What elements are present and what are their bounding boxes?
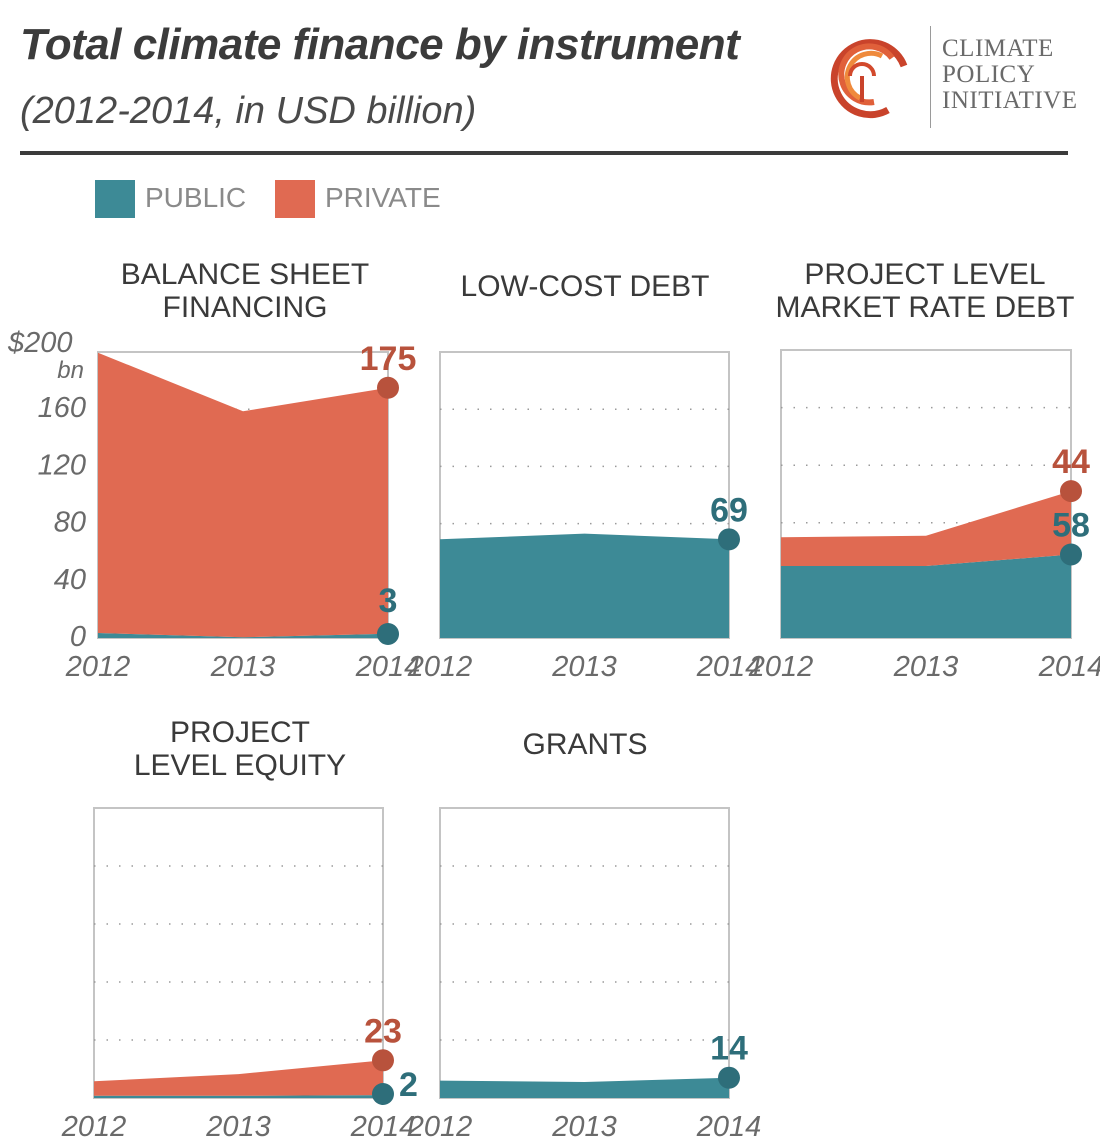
x-tick-label: 2014	[355, 651, 421, 683]
end-marker-private	[1060, 480, 1082, 503]
end-label-private: 175	[360, 340, 417, 378]
end-label-private: 23	[364, 1012, 402, 1050]
end-label-public: 2	[399, 1066, 418, 1104]
chart-title: Total climate finance by instrument	[20, 20, 740, 69]
panel-title-low-cost-debt: LOW-COST DEBT	[440, 270, 730, 303]
x-tick-label: 2013	[205, 1111, 271, 1143]
area-private	[781, 491, 1071, 566]
y-tick-label: 160	[38, 392, 86, 424]
end-label-public: 3	[379, 582, 398, 620]
area-public	[440, 533, 729, 638]
area-public	[440, 1077, 729, 1098]
y-tick-label: 120	[38, 449, 86, 481]
logo-line-2: POLICY	[942, 61, 1036, 88]
end-marker-public	[372, 1083, 394, 1105]
panel-title-line: FINANCING	[162, 291, 328, 324]
panel-title-balance-sheet: BALANCE SHEET FINANCING	[110, 258, 380, 324]
panel-title-line: PROJECT LEVEL	[804, 258, 1046, 291]
y-tick-label: 40	[54, 564, 86, 596]
x-tick-label: 2012	[407, 1111, 473, 1143]
cpi-logo-icon	[830, 39, 908, 119]
area-public	[94, 1095, 383, 1098]
panel-frame	[93, 807, 384, 1099]
logo-divider	[930, 26, 931, 128]
x-tick-label: 2012	[61, 1111, 127, 1143]
end-marker-public	[377, 623, 399, 645]
end-marker-private	[377, 376, 399, 399]
logo-text: CLIMATE POLICY INITIATIVE	[942, 36, 1078, 114]
legend-label-private: PRIVATE	[325, 182, 441, 213]
panel-title-line: LEVEL EQUITY	[133, 749, 347, 782]
panel-title-equity: PROJECT LEVEL EQUITY	[100, 716, 380, 782]
panel-frame	[439, 807, 730, 1099]
legend-label-public: PUBLIC	[145, 182, 247, 213]
legend-swatch-public	[95, 180, 135, 218]
x-tick-label: 2013	[551, 651, 617, 683]
end-label-private: 44	[1052, 443, 1090, 481]
area-public	[781, 554, 1071, 638]
x-tick-label: 2014	[696, 651, 762, 683]
area-private	[94, 1060, 383, 1096]
end-marker-public	[718, 528, 740, 551]
y-tick-label: 80	[54, 507, 86, 539]
y-tick-label-max: $200	[7, 327, 73, 359]
end-label-public: 58	[1052, 506, 1090, 544]
x-tick-label: 2012	[65, 651, 131, 683]
panel-title-market-rate-debt: PROJECT LEVEL MARKET RATE DEBT	[770, 258, 1080, 324]
logo-line-3: INITIATIVE	[942, 87, 1078, 114]
legend-swatch-private	[275, 180, 315, 218]
panel-title-line: BALANCE SHEET	[120, 258, 370, 291]
end-marker-public	[1060, 543, 1082, 566]
panel-title-line: PROJECT	[169, 716, 310, 749]
x-tick-label: 2013	[893, 651, 959, 683]
end-label-public: 14	[710, 1030, 748, 1068]
end-marker-private	[372, 1049, 394, 1072]
x-tick-label: 2014	[696, 1111, 762, 1143]
end-label-public: 69	[710, 491, 748, 529]
x-tick-label: 2012	[407, 651, 473, 683]
panel-title-line: GRANTS	[522, 728, 648, 761]
panel-title-grants: GRANTS	[440, 728, 730, 761]
x-tick-label: 2013	[210, 651, 276, 683]
panel-title-line: LOW-COST DEBT	[460, 270, 710, 303]
area-private	[98, 352, 388, 638]
y-tick-label: 0	[70, 621, 86, 653]
x-tick-label: 2014	[1038, 651, 1100, 683]
x-tick-label: 2014	[350, 1111, 416, 1143]
panel-title-line: MARKET RATE DEBT	[775, 291, 1075, 324]
y-unit-label: bn	[57, 357, 84, 384]
end-marker-public	[718, 1066, 740, 1089]
area-public	[98, 633, 388, 638]
x-tick-label: 2013	[551, 1111, 617, 1143]
title-rule	[20, 151, 1068, 155]
x-tick-label: 2012	[748, 651, 814, 683]
logo-line-1: CLIMATE	[942, 35, 1054, 62]
chart-subtitle: (2012-2014, in USD billion)	[20, 90, 477, 132]
